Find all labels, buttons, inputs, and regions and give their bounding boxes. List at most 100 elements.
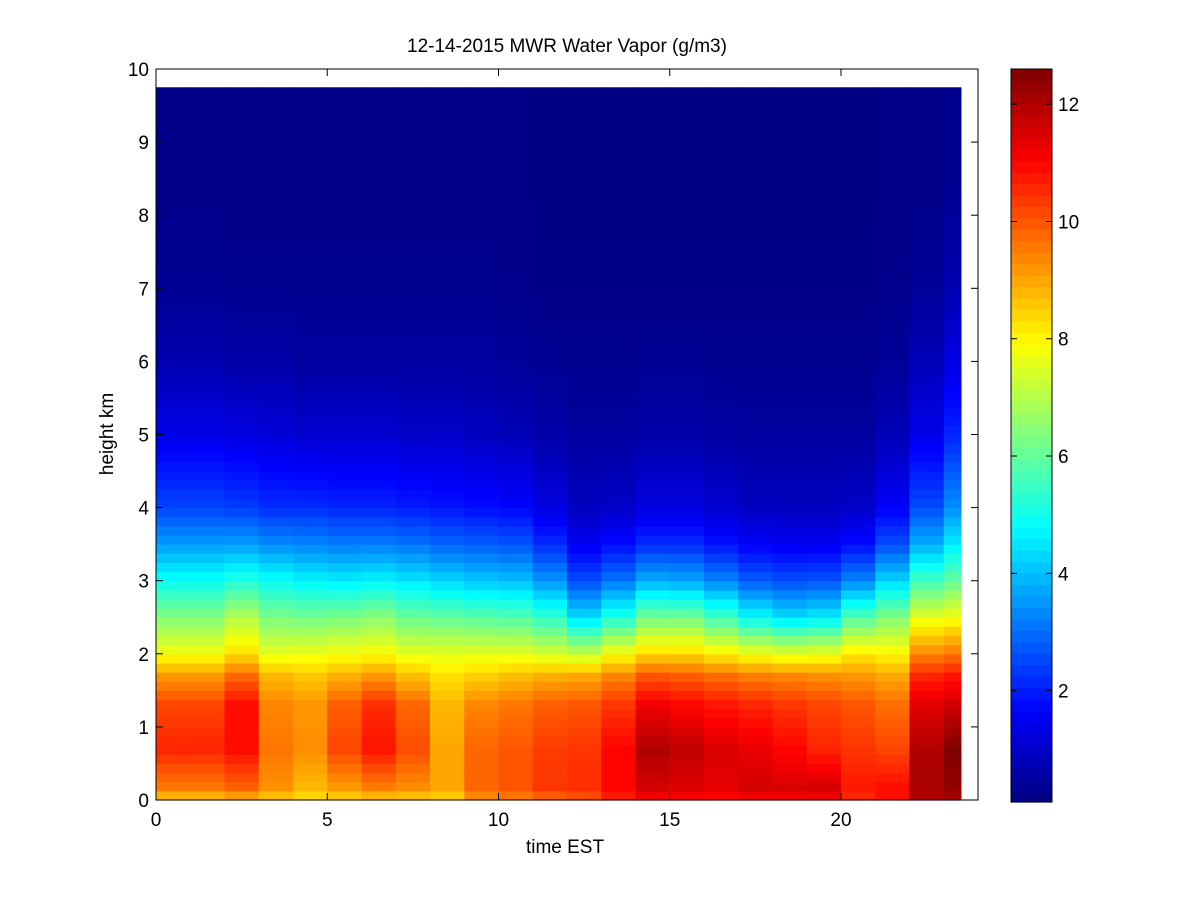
- heatmap-cell: [532, 516, 568, 527]
- heatmap-cell: [361, 343, 397, 353]
- heatmap-cell: [258, 580, 294, 591]
- heatmap-cell: [190, 736, 226, 746]
- heatmap-cell: [669, 224, 705, 235]
- heatmap-cell: [224, 206, 260, 216]
- heatmap-cell: [943, 370, 962, 381]
- heatmap-cell: [909, 681, 945, 691]
- heatmap-cell: [875, 370, 911, 381]
- colorbar-segment: [1011, 172, 1052, 185]
- heatmap-cell: [532, 123, 568, 134]
- heatmap-cell: [430, 598, 465, 609]
- heatmap-cell: [327, 699, 363, 710]
- heatmap-cell: [601, 653, 637, 664]
- heatmap-cell: [704, 352, 739, 362]
- colorbar-segment: [1011, 446, 1052, 459]
- heatmap-cell: [567, 699, 602, 710]
- heatmap-cell: [395, 516, 431, 527]
- heatmap-cell: [909, 297, 945, 308]
- heatmap-cell: [704, 553, 739, 564]
- heatmap-cell: [327, 562, 363, 573]
- heatmap-cell: [909, 96, 945, 107]
- heatmap-cell: [943, 443, 962, 454]
- heatmap-cell: [190, 352, 226, 362]
- heatmap-cell: [361, 754, 397, 765]
- heatmap-cell: [738, 717, 774, 728]
- heatmap-cell: [704, 571, 739, 582]
- heatmap-cell: [601, 187, 637, 198]
- heatmap-cell: [532, 370, 568, 381]
- heatmap-cell: [875, 461, 911, 472]
- heatmap-cell: [772, 279, 808, 289]
- heatmap-cell: [909, 480, 945, 490]
- heatmap-cell: [806, 224, 842, 235]
- heatmap-cell: [704, 535, 739, 545]
- heatmap-cell: [156, 407, 191, 417]
- heatmap-cell: [498, 242, 534, 253]
- heatmap-cell: [532, 343, 568, 353]
- heatmap-cell: [361, 324, 397, 335]
- y-tick-label: 10: [128, 60, 149, 81]
- heatmap-cell: [532, 763, 568, 774]
- heatmap-cell: [909, 370, 945, 381]
- heatmap-cell: [841, 690, 876, 701]
- heatmap-cell: [293, 626, 328, 637]
- heatmap-cell: [224, 598, 260, 609]
- heatmap-cell: [156, 461, 191, 472]
- heatmap-cell: [532, 251, 568, 262]
- heatmap-cell: [669, 708, 705, 719]
- heatmap-cell: [806, 653, 842, 664]
- heatmap-cell: [909, 233, 945, 244]
- heatmap-cell: [430, 333, 465, 344]
- heatmap-cell: [224, 315, 260, 326]
- heatmap-cell: [361, 589, 397, 600]
- heatmap-cell: [293, 571, 328, 582]
- heatmap-cell: [841, 142, 876, 152]
- heatmap-cell: [293, 187, 328, 198]
- heatmap-cell: [704, 708, 739, 719]
- heatmap-cell: [875, 224, 911, 235]
- heatmap-cell: [601, 763, 637, 774]
- heatmap-cell: [601, 434, 637, 445]
- y-axis-label: height km: [97, 393, 118, 475]
- heatmap-cell: [190, 471, 226, 481]
- heatmap-cell: [704, 343, 739, 353]
- heatmap-cell: [635, 114, 671, 125]
- heatmap-cell: [258, 726, 294, 737]
- heatmap-cell: [943, 142, 962, 152]
- heatmap-cell: [875, 672, 911, 682]
- heatmap-cell: [601, 736, 637, 746]
- heatmap-cell: [430, 132, 465, 143]
- heatmap-cell: [361, 553, 397, 564]
- heatmap-cell: [738, 772, 774, 783]
- heatmap-cell: [293, 233, 328, 244]
- heatmap-cell: [601, 370, 637, 381]
- heatmap-cell: [224, 452, 260, 463]
- heatmap-cell: [738, 178, 774, 189]
- y-tick-label: 8: [138, 206, 149, 227]
- heatmap-cell: [943, 388, 962, 399]
- heatmap-cell: [395, 653, 431, 664]
- heatmap-cell: [190, 507, 226, 518]
- heatmap-cell: [464, 626, 500, 637]
- colorbar-segment: [1011, 744, 1052, 757]
- heatmap-cell: [875, 425, 911, 436]
- heatmap-cell: [190, 480, 226, 490]
- heatmap-cell: [395, 745, 431, 755]
- heatmap-cell: [258, 96, 294, 107]
- heatmap-cell: [875, 781, 911, 792]
- heatmap-cell: [601, 123, 637, 134]
- heatmap-cell: [738, 443, 774, 454]
- heatmap-cell: [293, 379, 328, 390]
- heatmap-cell: [156, 763, 191, 774]
- heatmap-cell: [943, 206, 962, 216]
- heatmap-cell: [327, 471, 363, 481]
- heatmap-cell: [498, 315, 534, 326]
- heatmap-cell: [395, 443, 431, 454]
- heatmap-cell: [704, 736, 739, 746]
- heatmap-cell: [806, 407, 842, 417]
- heatmap-cell: [430, 608, 465, 618]
- heatmap-cell: [532, 498, 568, 509]
- heatmap-cell: [635, 480, 671, 490]
- heatmap-cell: [224, 169, 260, 180]
- heatmap-cell: [532, 525, 568, 536]
